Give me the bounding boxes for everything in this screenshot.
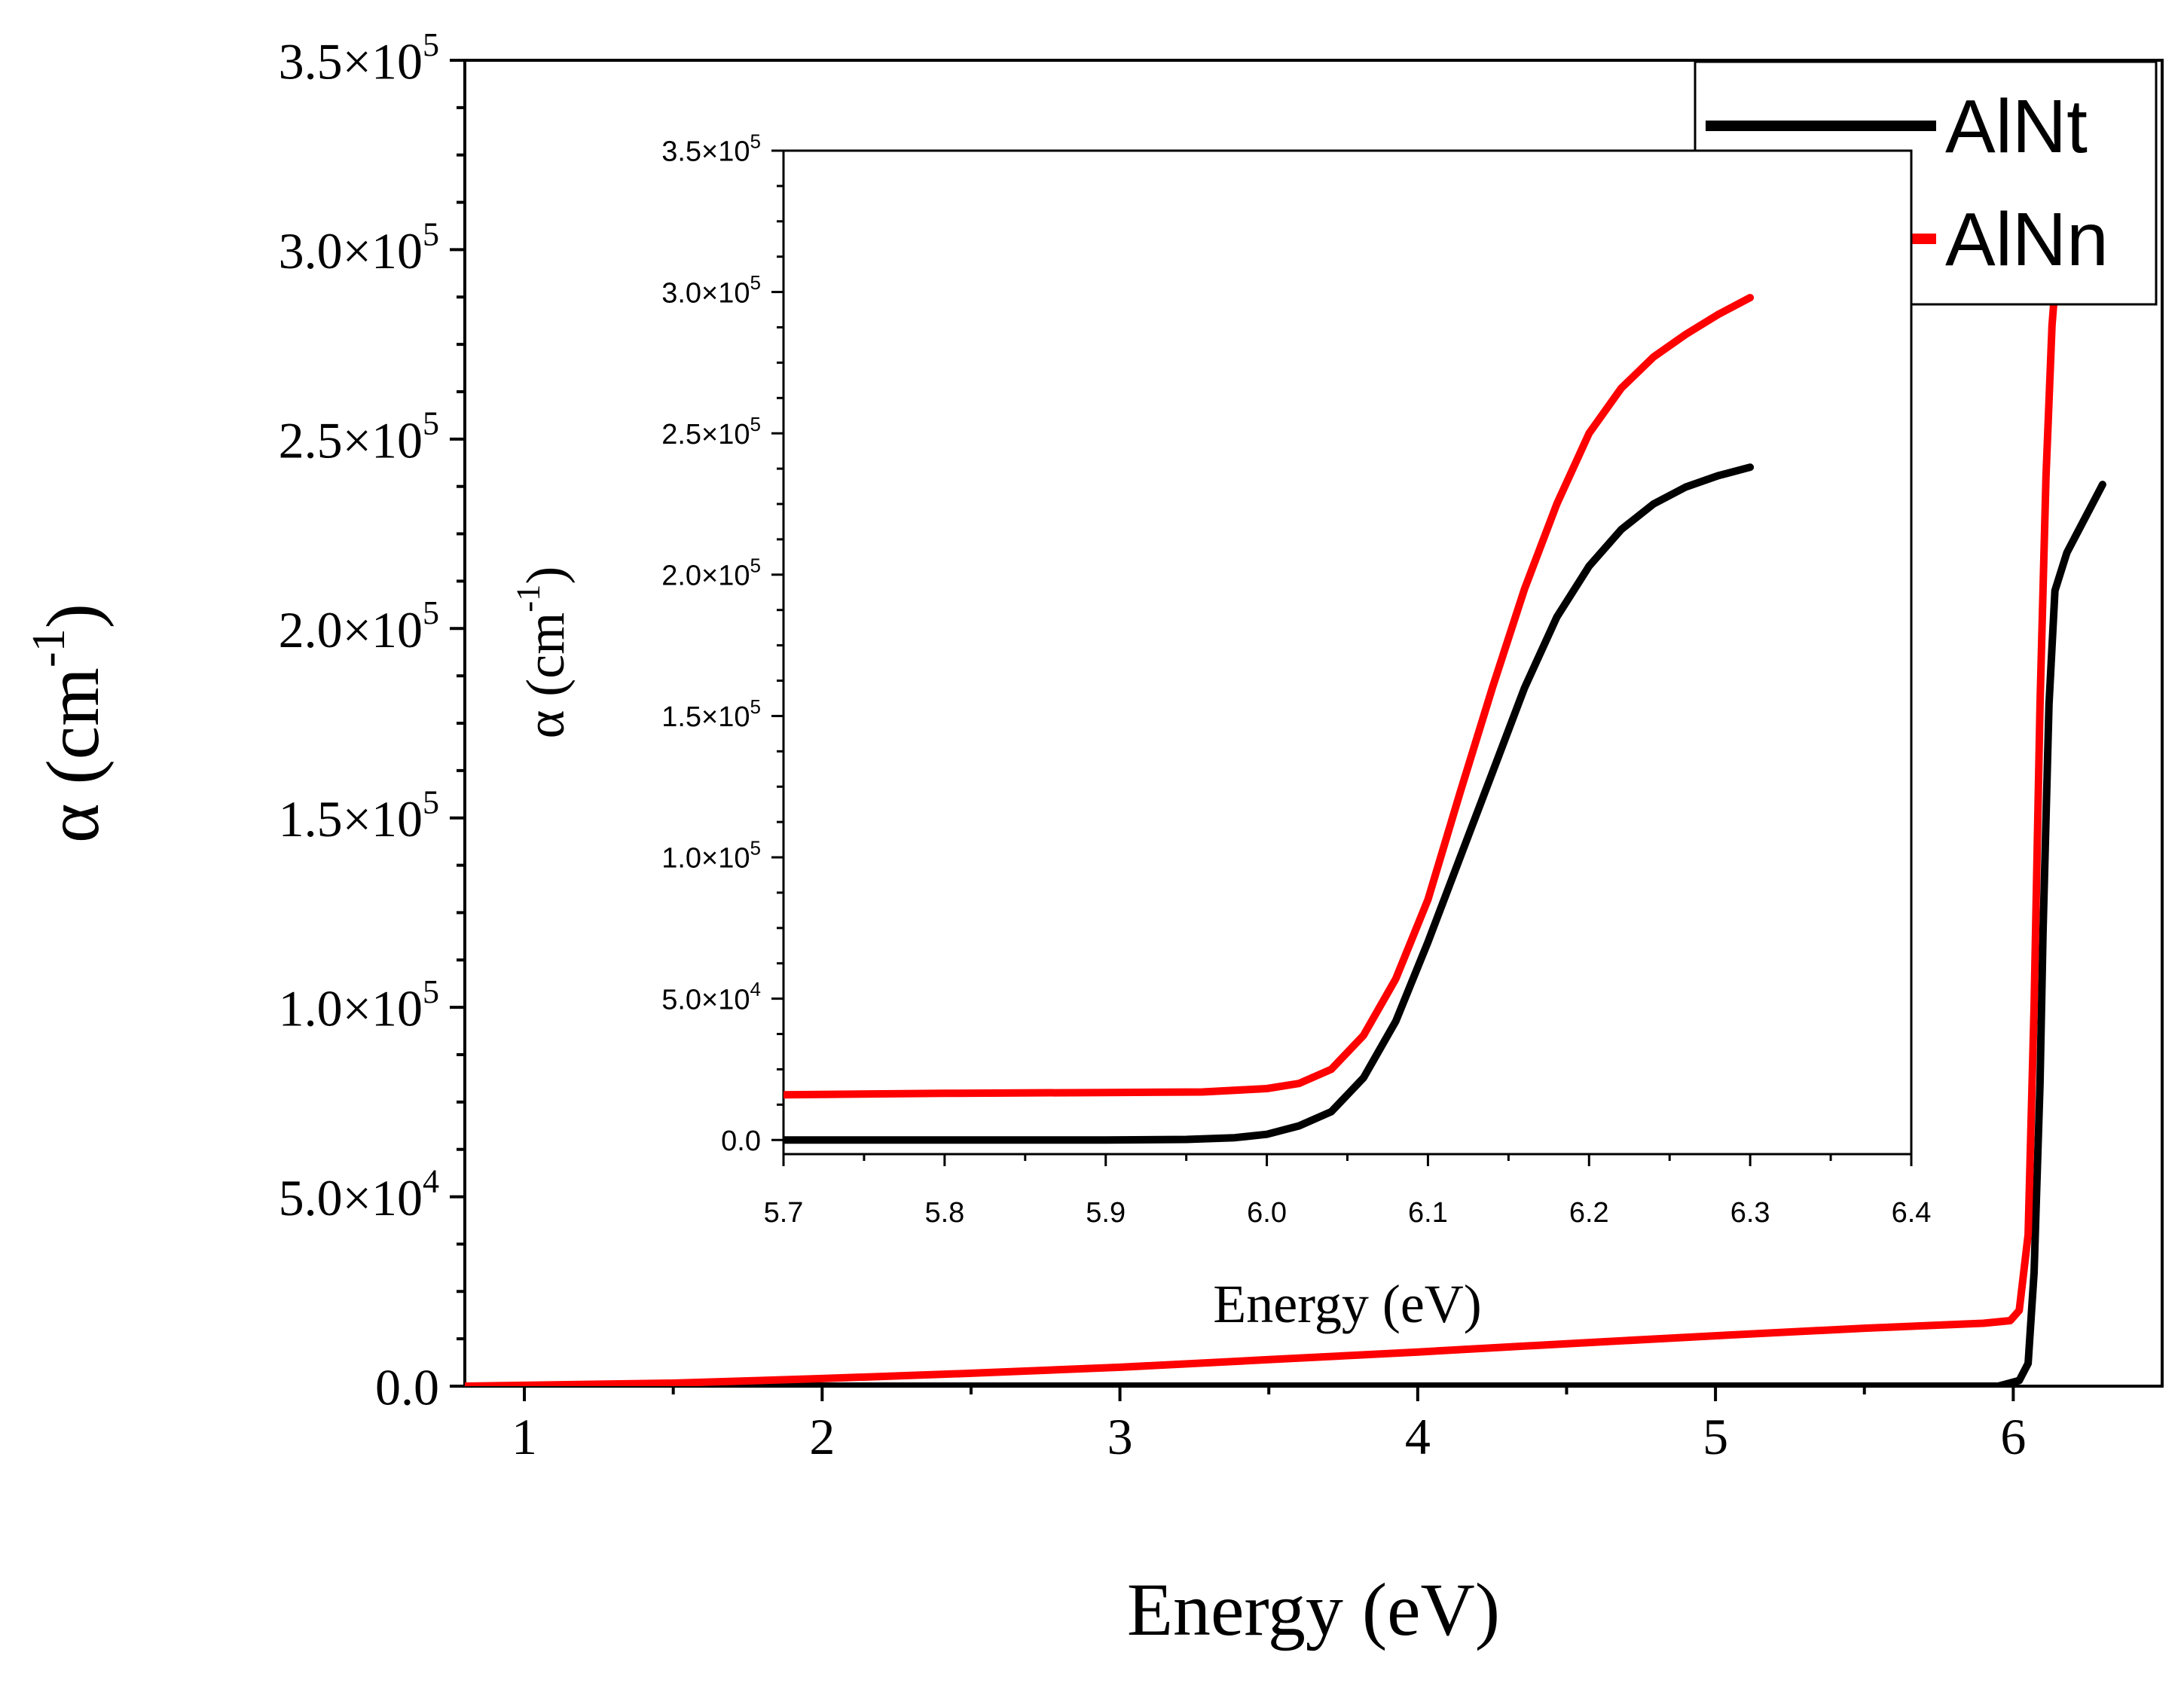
main-ytick-label-6: 3.0×105 <box>279 215 439 279</box>
inset-xtick-label-4: 6.1 <box>1408 1197 1448 1229</box>
inset-xtick-label-2: 5.9 <box>1086 1197 1126 1229</box>
main-ytick-label-2: 1.0×105 <box>279 973 439 1037</box>
main-series-AlNn <box>465 75 2086 1386</box>
inset-ytick-label-6: 3.0×105 <box>661 271 761 309</box>
main-xtick-label-1: 2 <box>809 1408 835 1465</box>
main-ylabel: α (cm-1) <box>23 603 115 843</box>
inset-ytick-label-3: 1.5×105 <box>661 695 761 733</box>
inset-xtick-label-6: 6.3 <box>1730 1197 1770 1229</box>
main-xtick-label-3: 4 <box>1405 1408 1431 1465</box>
main-ytick-label-0: 0.0 <box>375 1358 439 1416</box>
inset-xtick-label-5: 6.2 <box>1569 1197 1609 1229</box>
inset-ytick-label-4: 2.0×105 <box>661 554 761 591</box>
main-series-AlNt <box>465 481 2106 1386</box>
inset-series-AlNn <box>783 294 1755 1099</box>
inset-ylabel: α (cm-1) <box>509 567 576 739</box>
inset-chart: 5.7 5.8 5.9 6.0 6.1 6.2 6.3 6.4 0.0 5.0×104 1.0×10… <box>509 130 1932 1334</box>
main-xlabel: Energy (eV) <box>1127 1568 1500 1651</box>
main-xtick-label-4: 5 <box>1703 1408 1728 1465</box>
inset-ytick-label-2: 1.0×105 <box>661 837 761 875</box>
main-ytick-label-4: 2.0×105 <box>279 594 439 658</box>
main-ytick-label-7: 3.5×105 <box>279 26 439 90</box>
main-xtick-label-2: 3 <box>1107 1408 1133 1465</box>
legend-label-AlNn: AlNn <box>1945 197 2109 282</box>
legend-label-AlNt: AlNt <box>1945 84 2088 169</box>
inset-xtick-label-3: 6.0 <box>1247 1197 1287 1229</box>
inset-xtick-label-0: 5.7 <box>764 1197 804 1229</box>
inset-plot-frame <box>782 149 1913 1156</box>
inset-ytick-label-0: 0.0 <box>721 1125 761 1157</box>
inset-series-AlNt <box>783 463 1755 1144</box>
main-ytick-label-5: 2.5×105 <box>279 405 439 469</box>
main-ytick-label-1: 5.0×104 <box>279 1162 439 1226</box>
main-series-group <box>465 75 2106 1386</box>
main-ytick-label-3: 1.5×105 <box>279 784 439 848</box>
inset-xtick-label-7: 6.4 <box>1892 1197 1932 1229</box>
inset-series-group <box>783 294 1755 1144</box>
inset-xlabel: Energy (eV) <box>1213 1274 1482 1334</box>
main-xtick-label-0: 1 <box>512 1408 537 1465</box>
inset-ytick-label-5: 2.5×105 <box>661 413 761 451</box>
main-xtick-label-5: 6 <box>2000 1408 2026 1465</box>
inset-ytick-label-7: 3.5×105 <box>661 130 761 168</box>
inset-ytick-label-1: 5.0×104 <box>661 978 761 1016</box>
inset-xtick-label-1: 5.8 <box>924 1197 964 1229</box>
